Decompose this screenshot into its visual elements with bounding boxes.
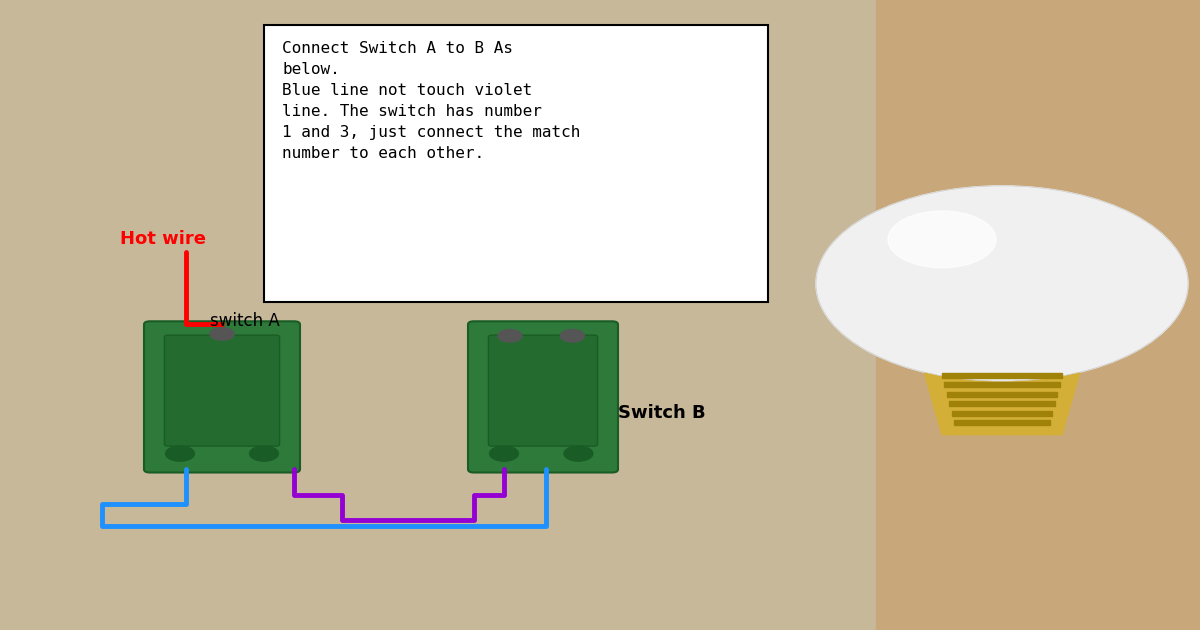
Circle shape <box>250 446 278 461</box>
Bar <box>944 382 1060 387</box>
Bar <box>942 373 1062 378</box>
Text: switch A: switch A <box>210 312 280 330</box>
FancyBboxPatch shape <box>488 335 598 446</box>
Bar <box>952 411 1052 416</box>
Bar <box>949 401 1055 406</box>
Text: Connect Switch A to B As
below.
Blue line not touch violet
line. The switch has : Connect Switch A to B As below. Blue lin… <box>282 41 581 161</box>
FancyBboxPatch shape <box>164 335 280 446</box>
Bar <box>947 392 1057 397</box>
Circle shape <box>498 329 522 342</box>
Circle shape <box>564 446 593 461</box>
FancyBboxPatch shape <box>264 25 768 302</box>
Circle shape <box>560 329 584 342</box>
Circle shape <box>816 186 1188 381</box>
Circle shape <box>490 446 518 461</box>
Text: Hot wire: Hot wire <box>120 231 206 248</box>
Bar <box>954 420 1050 425</box>
FancyBboxPatch shape <box>144 321 300 472</box>
Text: Switch B: Switch B <box>618 404 706 421</box>
Polygon shape <box>924 372 1080 435</box>
Circle shape <box>210 328 234 340</box>
Polygon shape <box>948 346 1056 372</box>
FancyBboxPatch shape <box>468 321 618 472</box>
Circle shape <box>888 211 996 268</box>
Bar <box>876 0 1200 630</box>
Circle shape <box>166 446 194 461</box>
Circle shape <box>816 186 1188 381</box>
